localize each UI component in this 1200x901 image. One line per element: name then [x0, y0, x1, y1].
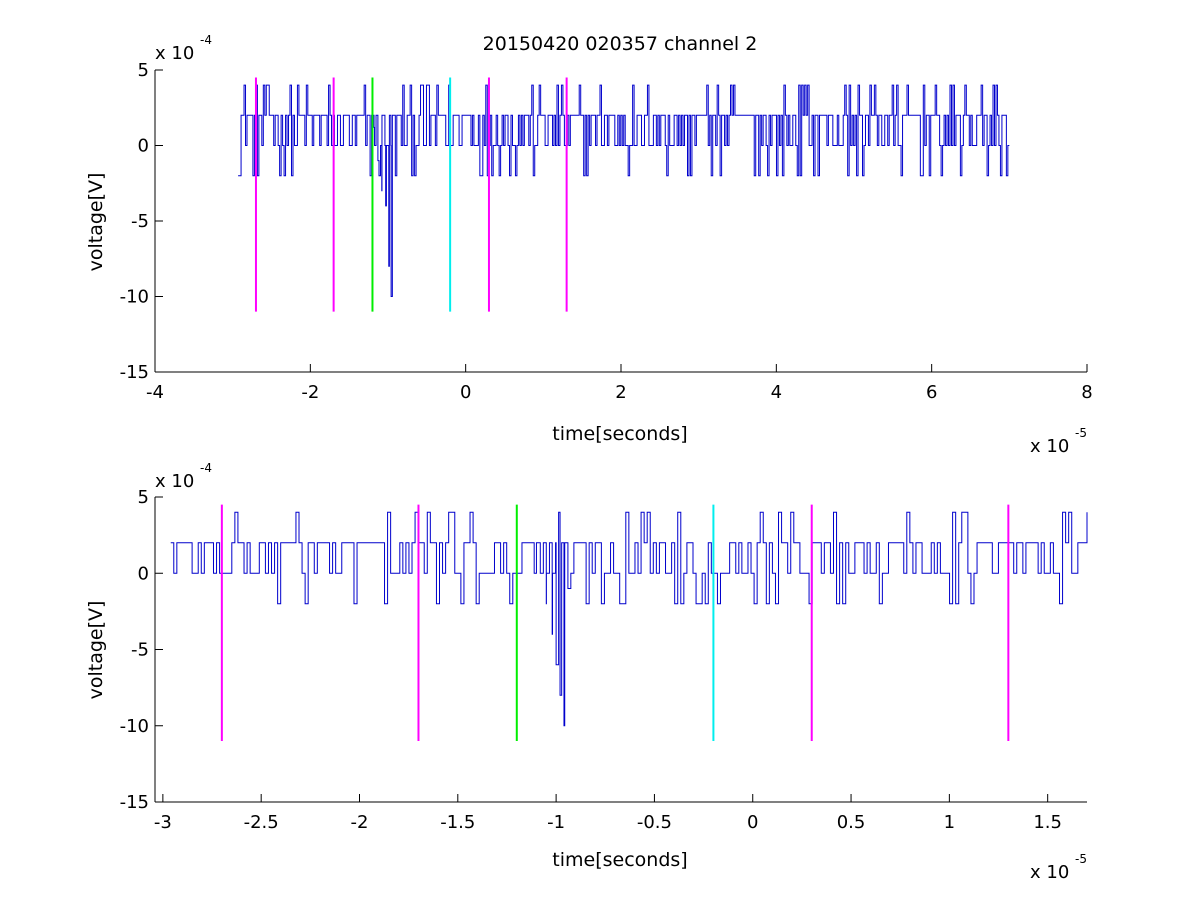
bottom-plot-marks: [170, 504, 1088, 741]
y-tick-label: -5: [131, 211, 149, 232]
x-tick-label: 6: [926, 382, 937, 403]
x-tick-label: -2: [351, 812, 369, 833]
x-tick-label: 8: [1081, 382, 1092, 403]
bottom-y-exponent-base: x 10: [155, 471, 194, 492]
top-plot-marks: [238, 77, 1010, 312]
top-ticks: -4 -2 0 2 4 6 8 -15 -10 -5 0 5: [120, 60, 1093, 403]
x-tick-label: -2.5: [244, 812, 279, 833]
x-tick-label: -1: [547, 812, 565, 833]
top-x-exponent-sup: -5: [1075, 426, 1087, 440]
x-tick-label: 4: [771, 382, 782, 403]
y-tick-label: 0: [138, 136, 149, 157]
figure-title: 20150420 020357 channel 2: [483, 33, 758, 55]
top-y-exponent-sup: -4: [200, 33, 212, 47]
x-tick-label: 0: [747, 812, 758, 833]
bottom-y-axis-label: voltage[V]: [85, 601, 107, 700]
y-tick-label: -10: [120, 287, 149, 308]
y-tick-label: -15: [120, 792, 149, 813]
y-tick-label: 5: [138, 487, 149, 508]
top-x-axis-label: time[seconds]: [552, 423, 687, 445]
signal-series-line: [170, 511, 1088, 727]
x-tick-label: 1.5: [1033, 812, 1062, 833]
top-y-exponent-base: x 10: [155, 43, 194, 64]
bottom-ticks: -3 -2.5 -2 -1.5 -1 -0.5 0 0.5 1 1.5 -15 -10 -5 0 5: [120, 487, 1062, 833]
top-subplot: -4 -2 0 2 4 6 8 -15 -10 -5 0 5 x 10 -4 x 10 -5 time…: [85, 33, 1093, 457]
bottom-x-axis-label: time[seconds]: [552, 849, 687, 871]
bottom-x-exponent-sup: -5: [1075, 852, 1087, 866]
bottom-y-exponent-sup: -4: [200, 461, 212, 475]
top-y-axis-label: voltage[V]: [85, 173, 107, 272]
x-tick-label: -2: [301, 382, 319, 403]
x-tick-label: 0: [460, 382, 471, 403]
x-tick-label: -0.5: [637, 812, 672, 833]
top-x-exponent-base: x 10: [1030, 436, 1069, 457]
x-tick-label: 1: [944, 812, 955, 833]
x-tick-label: -1.5: [440, 812, 475, 833]
x-tick-label: 2: [615, 382, 626, 403]
x-tick-label: -4: [146, 382, 164, 403]
x-tick-label: -3: [154, 812, 172, 833]
x-tick-label: 0.5: [837, 812, 866, 833]
bottom-x-exponent-base: x 10: [1030, 862, 1069, 883]
y-tick-label: -10: [120, 716, 149, 737]
bottom-subplot: -3 -2.5 -2 -1.5 -1 -0.5 0 0.5 1 1.5 -15 -10 -5 0 5 x 1…: [85, 461, 1088, 883]
y-tick-label: 5: [138, 60, 149, 81]
y-tick-label: 0: [138, 563, 149, 584]
y-tick-label: -15: [120, 362, 149, 383]
y-tick-label: -5: [131, 640, 149, 661]
